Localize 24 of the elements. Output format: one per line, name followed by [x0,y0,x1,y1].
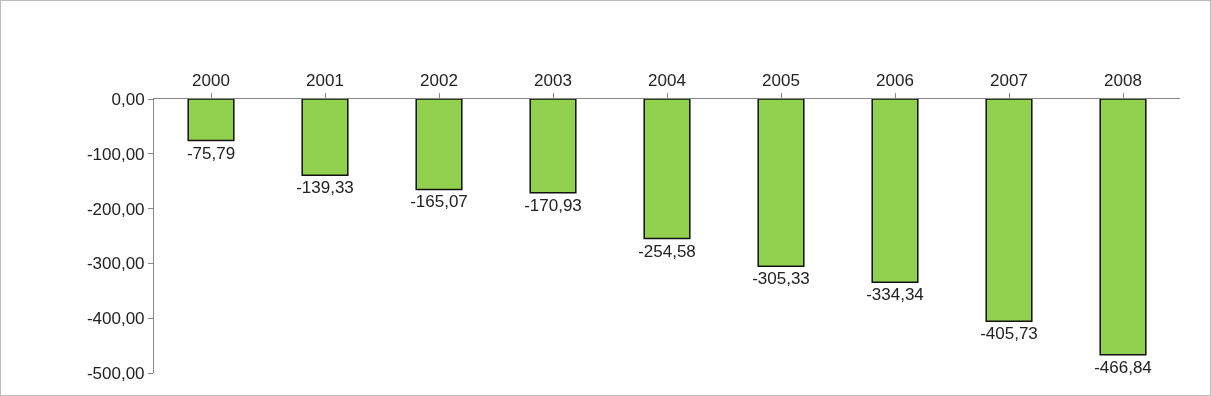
y-tick-label: -400,00 [86,309,145,329]
y-tick-label: 0,00 [111,89,145,109]
data-label: -139,33 [296,178,354,198]
data-label: -405,73 [980,324,1038,344]
y-tick-label: -100,00 [86,144,145,164]
x-tick-label: 2003 [534,71,572,91]
x-tick-label: 2005 [762,71,800,91]
y-tick-label: -200,00 [86,199,145,219]
x-tick-label: 2008 [1104,71,1142,91]
y-tick-label: -300,00 [86,254,145,274]
data-label: -334,34 [866,285,924,305]
x-tick-label: 2007 [990,71,1028,91]
x-tick-label: 2006 [876,71,914,91]
x-tick-label: 2004 [648,71,686,91]
data-label: -75,79 [186,143,236,163]
data-label: -170,93 [524,195,582,215]
data-label: -305,33 [752,269,810,289]
y-tick-label: -500,00 [86,363,145,383]
data-label: -466,84 [1094,357,1152,377]
x-tick-label: 2000 [192,71,230,91]
x-tick-label: 2001 [306,71,344,91]
data-label: -165,07 [410,192,468,212]
data-label: -254,58 [638,241,696,261]
x-tick-label: 2002 [420,71,458,91]
